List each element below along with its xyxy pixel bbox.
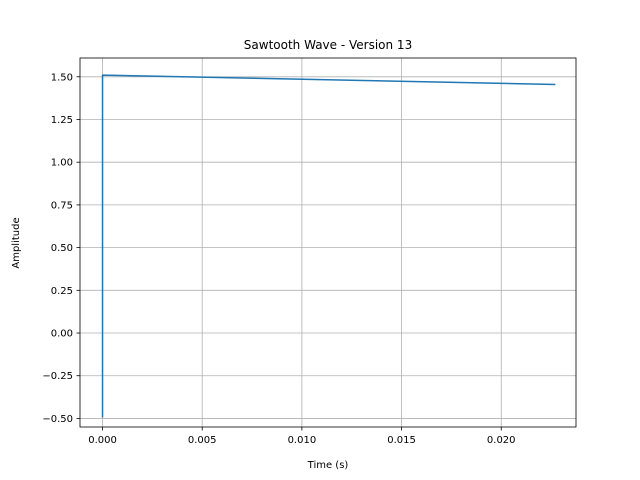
y-tick-label: 1.25 [51, 115, 73, 126]
y-tick-label: −0.25 [42, 371, 73, 382]
chart-title: Sawtooth Wave - Version 13 [244, 38, 412, 52]
x-tick-label: 0.020 [487, 435, 516, 446]
x-tick-label: 0.015 [387, 435, 416, 446]
x-tick-label: 0.010 [288, 435, 317, 446]
y-tick-label: 0.75 [51, 200, 73, 211]
series-layer [101, 74, 556, 418]
x-tick-label: 0.005 [188, 435, 217, 446]
series-line [101, 74, 556, 418]
grid [80, 58, 576, 427]
y-tick-label: 0.25 [51, 286, 73, 297]
plot-area-frame [79, 57, 577, 428]
y-tick-label: 0.00 [51, 329, 73, 340]
y-axis-label: Amplitude [11, 217, 22, 268]
y-tick-label: 1.50 [51, 72, 73, 83]
x-tick-label: 0.000 [88, 435, 117, 446]
y-tick-label: 0.50 [51, 243, 73, 254]
x-axis-label: Time (s) [307, 460, 349, 471]
y-tick-label: 1.00 [51, 158, 73, 169]
y-tick-label: −0.50 [42, 414, 73, 425]
axis-ticks: 0.000 0.005 0.010 0.015 0.020 −0.50 −0.25 0.00 0… [42, 72, 515, 446]
